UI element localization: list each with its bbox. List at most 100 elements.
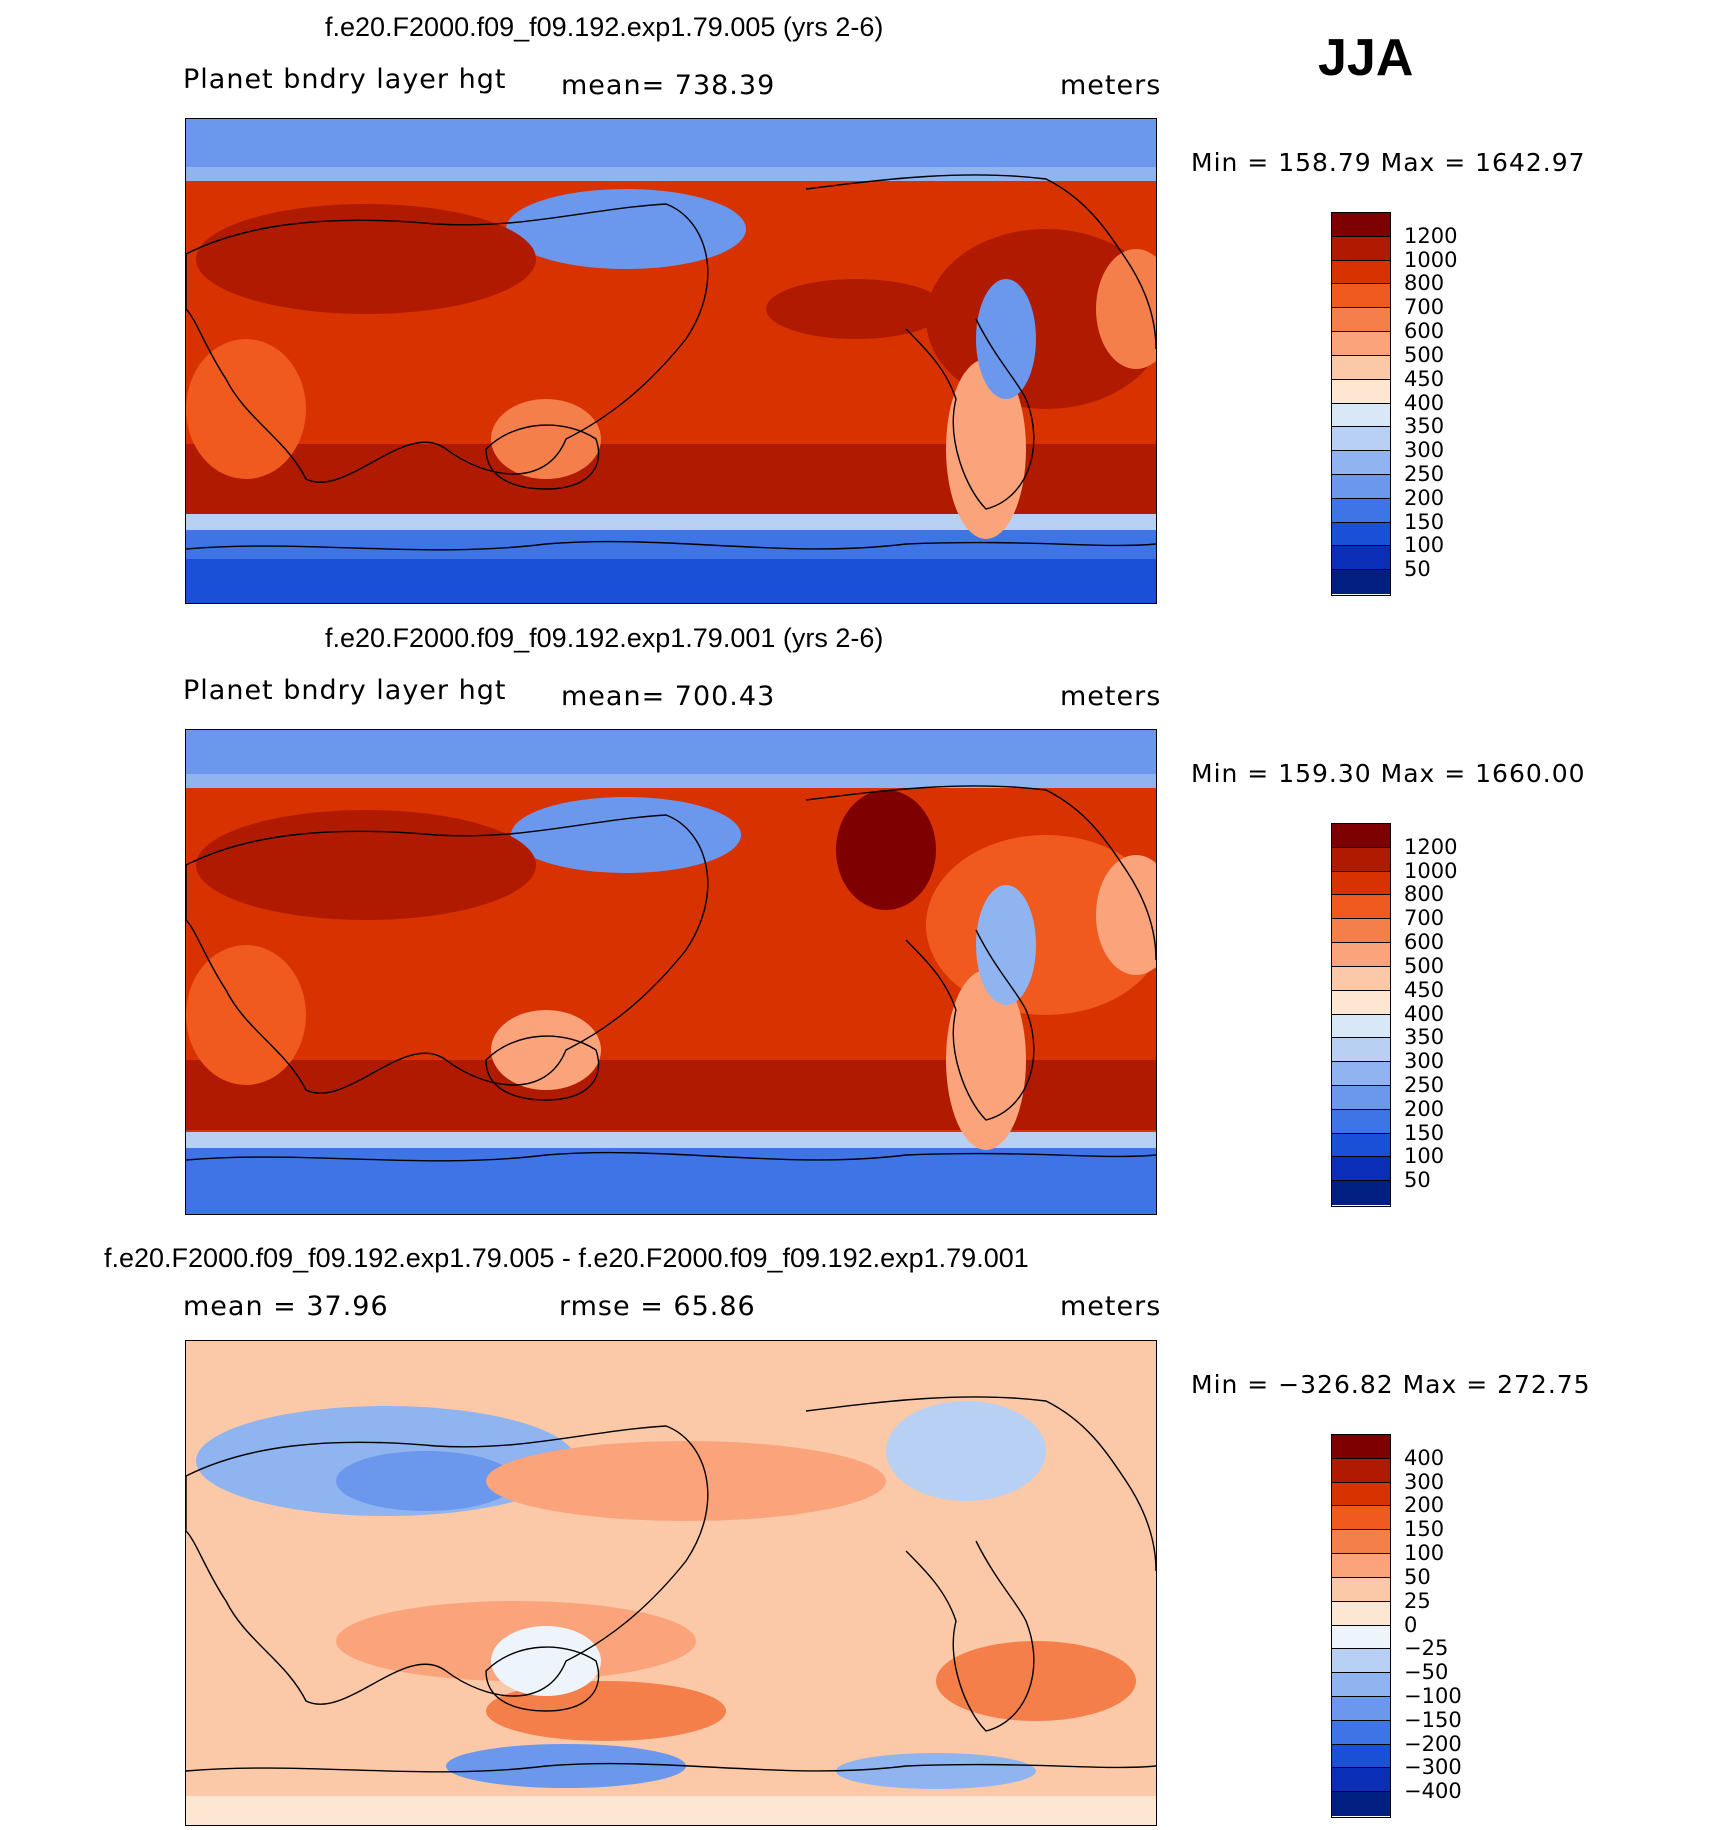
colorbar-tick-label: 25 <box>1404 1588 1431 1613</box>
colorbar-tick-label: 1000 <box>1404 247 1458 272</box>
colorbar-tick-label: 1200 <box>1404 834 1458 859</box>
colorbar-tick-label: −400 <box>1404 1779 1462 1804</box>
panel-3-colorbar-labels: 400 300 200 150 100 50 25 0 −25 −50 −100 −150 −200 −3… <box>1404 1434 1484 1818</box>
colorbar-tick-label: 600 <box>1404 930 1445 955</box>
colorbar-swatch <box>1332 1014 1390 1039</box>
colorbar-swatch <box>1332 474 1390 499</box>
panel-1-mean-label: mean= 738.39 <box>561 70 776 101</box>
colorbar-swatch <box>1332 1506 1390 1531</box>
panel-2-colorbar <box>1331 823 1391 1207</box>
colorbar-swatch <box>1332 1181 1390 1205</box>
panel-2-title: f.e20.F2000.f09_f09.192.exp1.79.001 (yrs… <box>325 623 884 653</box>
panel-1-colorbar-labels: 1200 1000 800 700 600 500 450 400 350 300 250 200 15… <box>1404 212 1484 596</box>
colorbar-tick-label: 450 <box>1404 977 1445 1002</box>
colorbar-tick-label: 350 <box>1404 414 1445 439</box>
colorbar-swatch <box>1332 1530 1390 1555</box>
season-label: JJA <box>1318 29 1414 87</box>
colorbar-tick-label: 300 <box>1404 1469 1445 1494</box>
panel-3-minmax: Min = −326.82 Max = 272.75 <box>1191 1370 1591 1399</box>
colorbar-swatch <box>1332 1625 1390 1650</box>
panel-2-map <box>185 729 1157 1215</box>
colorbar-swatch <box>1332 824 1390 848</box>
colorbar-swatch <box>1332 1109 1390 1134</box>
colorbar-swatch <box>1332 966 1390 991</box>
colorbar-swatch <box>1332 498 1390 523</box>
colorbar-tick-label: 100 <box>1404 533 1445 558</box>
colorbar-tick-label: 100 <box>1404 1541 1445 1566</box>
colorbar-swatch <box>1332 1435 1390 1459</box>
colorbar-swatch <box>1332 990 1390 1015</box>
colorbar-swatch <box>1332 895 1390 920</box>
colorbar-swatch <box>1332 919 1390 944</box>
panel-2-minmax: Min = 159.30 Max = 1660.00 <box>1191 759 1586 788</box>
colorbar-tick-label: 800 <box>1404 882 1445 907</box>
colorbar-swatch <box>1332 1720 1390 1745</box>
colorbar-tick-label: 200 <box>1404 1096 1445 1121</box>
panel-3-rmse-label: rmse = 65.86 <box>559 1291 756 1322</box>
colorbar-tick-label: −25 <box>1404 1636 1449 1661</box>
panel-1-colorbar <box>1331 212 1391 596</box>
colorbar-tick-label: 250 <box>1404 1072 1445 1097</box>
colorbar-tick-label: 100 <box>1404 1144 1445 1169</box>
colorbar-swatch <box>1332 1792 1390 1816</box>
colorbar-swatch <box>1332 403 1390 428</box>
colorbar-swatch <box>1332 570 1390 594</box>
colorbar-swatch <box>1332 355 1390 380</box>
colorbar-tick-label: 250 <box>1404 461 1445 486</box>
colorbar-swatch <box>1332 1768 1390 1793</box>
colorbar-swatch <box>1332 1649 1390 1674</box>
colorbar-tick-label: 300 <box>1404 1049 1445 1074</box>
colorbar-swatch <box>1332 1673 1390 1697</box>
colorbar-tick-label: 150 <box>1404 1517 1445 1542</box>
panel-2-variable-label: Planet bndry layer hgt <box>183 675 507 706</box>
colorbar-tick-label: 150 <box>1404 509 1445 534</box>
colorbar-swatch <box>1332 236 1390 261</box>
panel-3-map <box>185 1340 1157 1826</box>
colorbar-tick-label: 200 <box>1404 485 1445 510</box>
colorbar-tick-label: 700 <box>1404 295 1445 320</box>
colorbar-swatch <box>1332 847 1390 872</box>
colorbar-tick-label: 300 <box>1404 438 1445 463</box>
colorbar-tick-label: 600 <box>1404 319 1445 344</box>
colorbar-tick-label: 1200 <box>1404 223 1458 248</box>
colorbar-swatch <box>1332 522 1390 547</box>
colorbar-swatch <box>1332 427 1390 452</box>
colorbar-tick-label: 400 <box>1404 1445 1445 1470</box>
colorbar-swatch <box>1332 308 1390 333</box>
colorbar-swatch <box>1332 1038 1390 1063</box>
colorbar-swatch <box>1332 1601 1390 1626</box>
colorbar-swatch <box>1332 546 1390 571</box>
panel-1-map <box>185 118 1157 604</box>
colorbar-tick-label: 400 <box>1404 1001 1445 1026</box>
panel-1-minmax: Min = 158.79 Max = 1642.97 <box>1191 148 1586 177</box>
colorbar-swatch <box>1332 1062 1390 1086</box>
colorbar-tick-label: 200 <box>1404 1493 1445 1518</box>
panel-2-mean-label: mean= 700.43 <box>561 681 776 712</box>
colorbar-swatch <box>1332 1157 1390 1182</box>
colorbar-tick-label: 350 <box>1404 1025 1445 1050</box>
colorbar-swatch <box>1332 1085 1390 1110</box>
colorbar-swatch <box>1332 213 1390 237</box>
panel-3-colorbar <box>1331 1434 1391 1818</box>
panel-2-field <box>186 730 1156 1214</box>
colorbar-swatch <box>1332 284 1390 309</box>
colorbar-swatch <box>1332 1133 1390 1158</box>
colorbar-swatch <box>1332 379 1390 404</box>
colorbar-swatch <box>1332 260 1390 285</box>
colorbar-swatch <box>1332 943 1390 967</box>
panel-1-units: meters <box>1060 70 1162 101</box>
panel-1-field <box>186 119 1156 603</box>
colorbar-swatch <box>1332 332 1390 356</box>
colorbar-tick-label: 50 <box>1404 557 1431 582</box>
panel-1-title: f.e20.F2000.f09_f09.192.exp1.79.005 (yrs… <box>325 12 884 42</box>
colorbar-tick-label: 700 <box>1404 906 1445 931</box>
colorbar-swatch <box>1332 451 1390 475</box>
panel-2-units: meters <box>1060 681 1162 712</box>
colorbar-swatch <box>1332 1744 1390 1769</box>
colorbar-tick-label: 800 <box>1404 271 1445 296</box>
panel-1-variable-label: Planet bndry layer hgt <box>183 64 507 95</box>
panel-3-units: meters <box>1060 1291 1162 1322</box>
colorbar-tick-label: 150 <box>1404 1120 1445 1145</box>
colorbar-tick-label: −200 <box>1404 1731 1462 1756</box>
colorbar-swatch <box>1332 1554 1390 1578</box>
